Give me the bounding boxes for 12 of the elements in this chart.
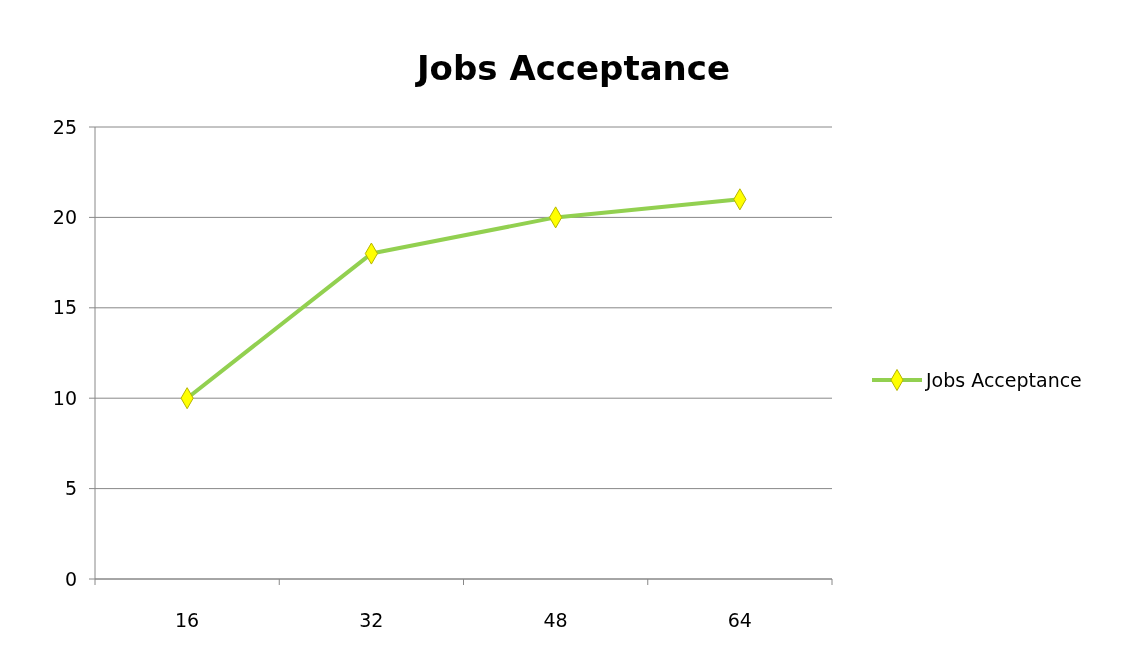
- y-tick-label: 10: [52, 386, 77, 409]
- chart-title: Jobs Acceptance: [414, 48, 731, 88]
- y-tick-label: 0: [64, 567, 77, 590]
- y-tick-label: 15: [52, 296, 77, 319]
- x-tick-label: 16: [175, 609, 200, 631]
- x-tick-label: 48: [543, 609, 568, 631]
- x-tick-label: 32: [359, 609, 384, 631]
- x-tick-label: 64: [727, 609, 752, 631]
- y-tick-label: 20: [52, 206, 77, 229]
- y-tick-label: 25: [52, 115, 77, 138]
- legend-label: Jobs Acceptance: [925, 368, 1082, 391]
- y-tick-label: 5: [64, 477, 77, 500]
